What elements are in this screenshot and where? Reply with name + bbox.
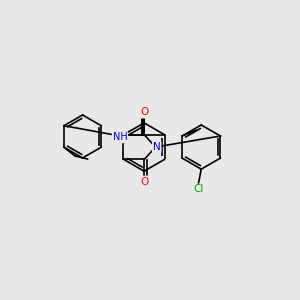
Text: O: O: [140, 108, 148, 118]
Text: O: O: [140, 176, 148, 187]
Text: NH: NH: [112, 132, 127, 142]
Text: N: N: [153, 142, 160, 152]
Text: Cl: Cl: [193, 184, 203, 194]
Text: O: O: [140, 107, 148, 117]
